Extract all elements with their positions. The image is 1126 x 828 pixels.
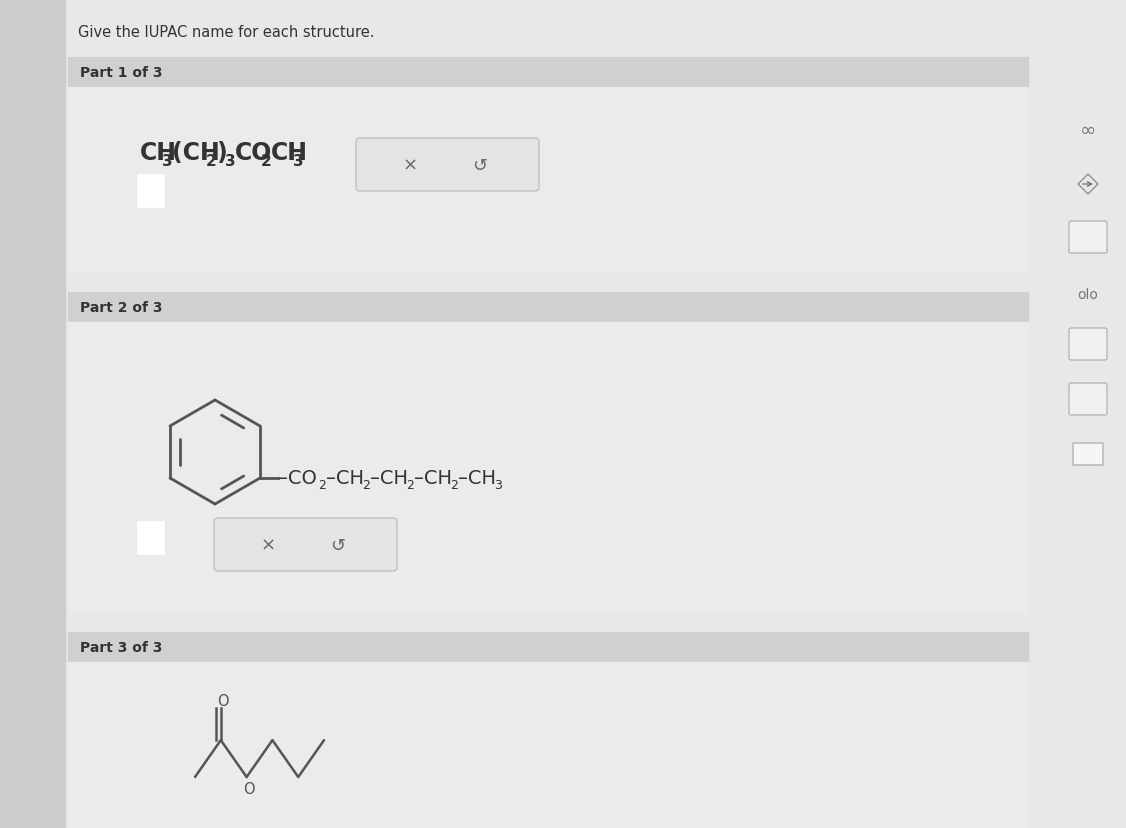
- Text: 2: 2: [206, 154, 216, 169]
- Bar: [68, 662, 1028, 828]
- Bar: [0, 0, 65, 828]
- Text: Part 3 of 3: Part 3 of 3: [80, 640, 162, 654]
- Text: Give the IUPAC name for each structure.: Give the IUPAC name for each structure.: [78, 25, 375, 40]
- Text: 3: 3: [494, 479, 502, 491]
- Bar: [68, 292, 1028, 323]
- Bar: [68, 88, 1028, 272]
- Text: (CH: (CH: [172, 141, 220, 165]
- Bar: [68, 633, 1028, 662]
- Text: Part 1 of 3: Part 1 of 3: [80, 66, 162, 80]
- Text: 3: 3: [293, 154, 304, 169]
- Text: 2: 2: [261, 154, 271, 169]
- Text: CO: CO: [235, 141, 272, 165]
- Text: 2: 2: [406, 479, 414, 491]
- Bar: [138, 176, 164, 208]
- Text: ≡: ≡: [1082, 230, 1094, 245]
- Text: O: O: [217, 693, 229, 708]
- Text: Part 2 of 3: Part 2 of 3: [80, 301, 162, 315]
- Text: ×: ×: [402, 156, 418, 174]
- Text: 3: 3: [162, 154, 172, 169]
- Text: –CO: –CO: [278, 469, 316, 488]
- Text: ▦: ▦: [1082, 393, 1093, 406]
- Bar: [68, 323, 1028, 612]
- Text: olo: olo: [1078, 287, 1099, 301]
- Text: CH: CH: [271, 141, 309, 165]
- Text: –CH: –CH: [414, 469, 452, 488]
- Text: 2: 2: [318, 479, 325, 491]
- FancyBboxPatch shape: [1069, 329, 1107, 360]
- Text: ∞: ∞: [1080, 120, 1096, 139]
- Text: 2: 2: [450, 479, 458, 491]
- FancyBboxPatch shape: [214, 518, 397, 571]
- FancyBboxPatch shape: [1069, 222, 1107, 253]
- Text: ↺: ↺: [330, 536, 346, 554]
- FancyArrowPatch shape: [1083, 182, 1092, 187]
- Text: ): ): [216, 141, 226, 165]
- Text: CH: CH: [140, 141, 177, 165]
- Text: –CH: –CH: [327, 469, 364, 488]
- Text: Ar: Ar: [1081, 338, 1094, 351]
- Bar: [138, 522, 164, 554]
- Text: O: O: [243, 782, 254, 797]
- FancyBboxPatch shape: [1073, 444, 1103, 465]
- Bar: [68, 58, 1028, 88]
- Text: ↺: ↺: [473, 156, 488, 174]
- FancyBboxPatch shape: [356, 139, 539, 192]
- Text: 3: 3: [225, 154, 235, 169]
- Text: 2: 2: [363, 479, 370, 491]
- FancyBboxPatch shape: [1069, 383, 1107, 416]
- Text: ✓: ✓: [1083, 448, 1093, 461]
- Text: –CH: –CH: [458, 469, 497, 488]
- Text: ×: ×: [260, 536, 276, 554]
- Text: –CH: –CH: [370, 469, 408, 488]
